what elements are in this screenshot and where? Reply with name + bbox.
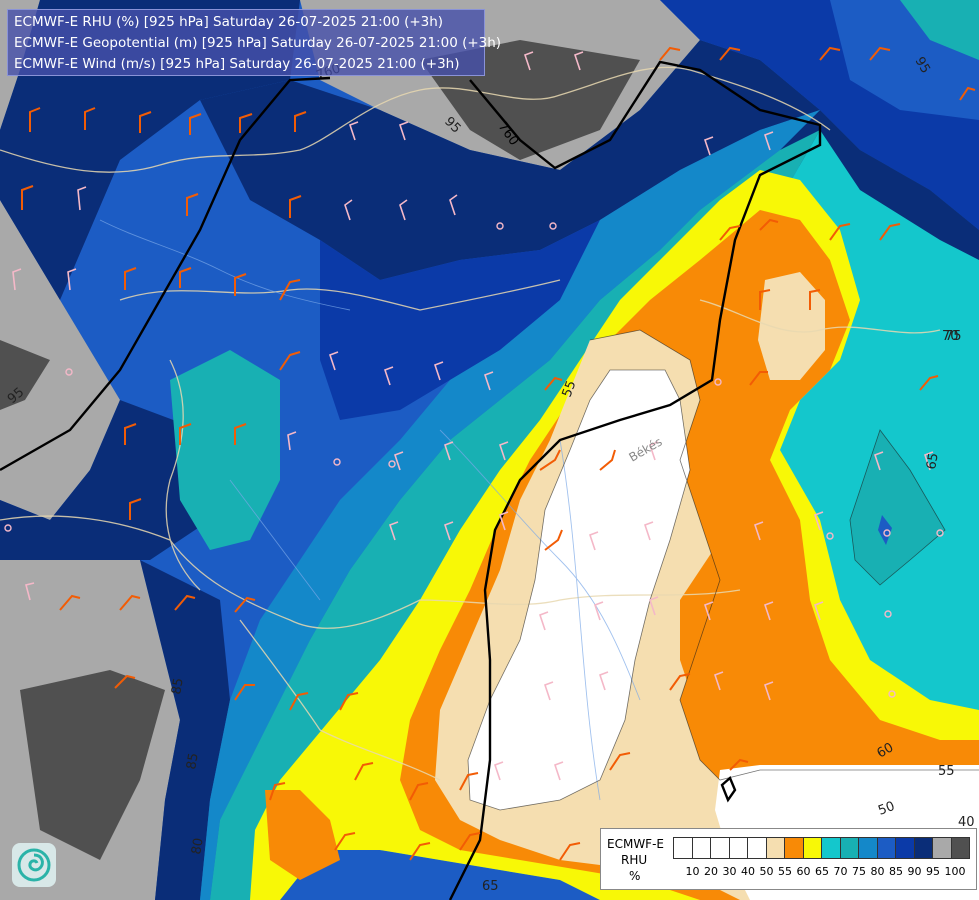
rhu-band-55-interior bbox=[680, 540, 745, 720]
legend-tick-label: 20 bbox=[704, 865, 718, 878]
header-line-rhu: ECMWF-E RHU (%) [925 hPa] Saturday 26-07… bbox=[14, 14, 444, 30]
country-borders bbox=[0, 66, 941, 781]
legend-swatch bbox=[913, 837, 933, 859]
legend-swatch bbox=[765, 837, 785, 859]
legend-tick-label: 80 bbox=[870, 865, 885, 878]
rhu-band-50-ne bbox=[758, 272, 825, 380]
rhu-label-75: 75 bbox=[945, 329, 962, 344]
legend-swatch bbox=[747, 837, 767, 859]
header-line-wind: ECMWF-E Wind (m/s) [925 hPa] Saturday 26… bbox=[14, 56, 460, 72]
legend-swatch bbox=[673, 837, 693, 859]
rhu-label-65-a: 65 bbox=[924, 452, 942, 471]
rhu-legend: ECMWF-E RHU % 10 20 30 40 50 55 60 65 70 75 80 85 90… bbox=[600, 828, 977, 890]
rhu-region-west-teal bbox=[170, 350, 280, 550]
legend-swatch bbox=[876, 837, 896, 859]
legend-swatch bbox=[784, 837, 804, 859]
legend-tick-label: 60 bbox=[796, 865, 811, 878]
rhu-label-80: 80 bbox=[189, 837, 207, 856]
legend-tick-label: 85 bbox=[889, 865, 903, 878]
legend-tick-label: 10 bbox=[685, 865, 700, 878]
rhu-label-55-b: 55 bbox=[938, 764, 955, 779]
legend-swatch bbox=[691, 837, 711, 859]
legend-swatch bbox=[932, 837, 952, 859]
rhu-region-sw-navy bbox=[140, 560, 230, 900]
rhu-region-ne-teal bbox=[900, 0, 979, 60]
legend-swatch bbox=[839, 837, 859, 859]
wind-barbs-strong bbox=[21, 46, 976, 861]
legend-swatch bbox=[950, 837, 970, 859]
legend-tick-label: 75 bbox=[852, 865, 866, 878]
header-line-geopotential: ECMWF-E Geopotential (m) [925 hPa] Satur… bbox=[14, 35, 502, 51]
rhu-band-55-sw bbox=[265, 790, 340, 880]
legend-swatch bbox=[728, 837, 748, 859]
legend-title: ECMWF-E bbox=[607, 837, 664, 851]
rhu-contour-lines bbox=[467, 329, 979, 811]
rhu-label-60: 60 bbox=[875, 740, 897, 761]
legend-tick-label: 40 bbox=[741, 865, 755, 878]
rhu-region-west-dark bbox=[0, 340, 50, 410]
legend-tick-label: 100 bbox=[944, 865, 966, 878]
rhu-region-w-navy bbox=[0, 400, 210, 560]
legend-tick-label: 30 bbox=[722, 865, 737, 878]
ecmwf-logo bbox=[12, 843, 56, 887]
rhu-label-95-c: 95 bbox=[912, 55, 933, 77]
rhu-label-55-a: 55 bbox=[560, 379, 580, 400]
forecast-info-box: ECMWF-E RHU (%) [925 hPa] Saturday 26-07… bbox=[7, 9, 502, 76]
rhu-core-below-40 bbox=[468, 370, 690, 810]
rhu-region-north-navy bbox=[200, 40, 820, 280]
legend-tick-label: 95 bbox=[926, 865, 940, 878]
rivers bbox=[99, 219, 641, 801]
legend-unit: % bbox=[629, 869, 641, 883]
legend-swatch bbox=[802, 837, 822, 859]
legend-swatch bbox=[895, 837, 915, 859]
wind-calm-markers bbox=[4, 222, 944, 698]
rhu-label-50: 50 bbox=[876, 799, 897, 819]
geopotential-contour-760 bbox=[0, 60, 822, 900]
rhu-label-40: 40 bbox=[958, 815, 975, 830]
rhu-label-85-a: 85 bbox=[169, 677, 187, 696]
legend-swatch bbox=[821, 837, 841, 859]
rhu-label-85-b: 85 bbox=[184, 752, 202, 771]
legend-swatch bbox=[710, 837, 730, 859]
legend-tick-label: 70 bbox=[833, 865, 848, 878]
rhu-region-west-mid bbox=[0, 200, 120, 520]
legend-tick-label: 50 bbox=[759, 865, 774, 878]
legend-swatch bbox=[858, 837, 878, 859]
rhu-region-east-teal bbox=[850, 430, 945, 585]
legend-tick-label: 55 bbox=[778, 865, 792, 878]
legend-variable: RHU bbox=[621, 853, 648, 867]
legend-tick-label: 65 bbox=[815, 865, 829, 878]
wind-barbs-light bbox=[12, 51, 934, 781]
rhu-region-sw-dark bbox=[20, 670, 165, 860]
rhu-label-70: 70 bbox=[942, 329, 959, 344]
legend-tick-label: 90 bbox=[907, 865, 922, 878]
rhu-label-65-b: 65 bbox=[482, 879, 499, 894]
rhu-region-center-blue bbox=[320, 220, 600, 420]
